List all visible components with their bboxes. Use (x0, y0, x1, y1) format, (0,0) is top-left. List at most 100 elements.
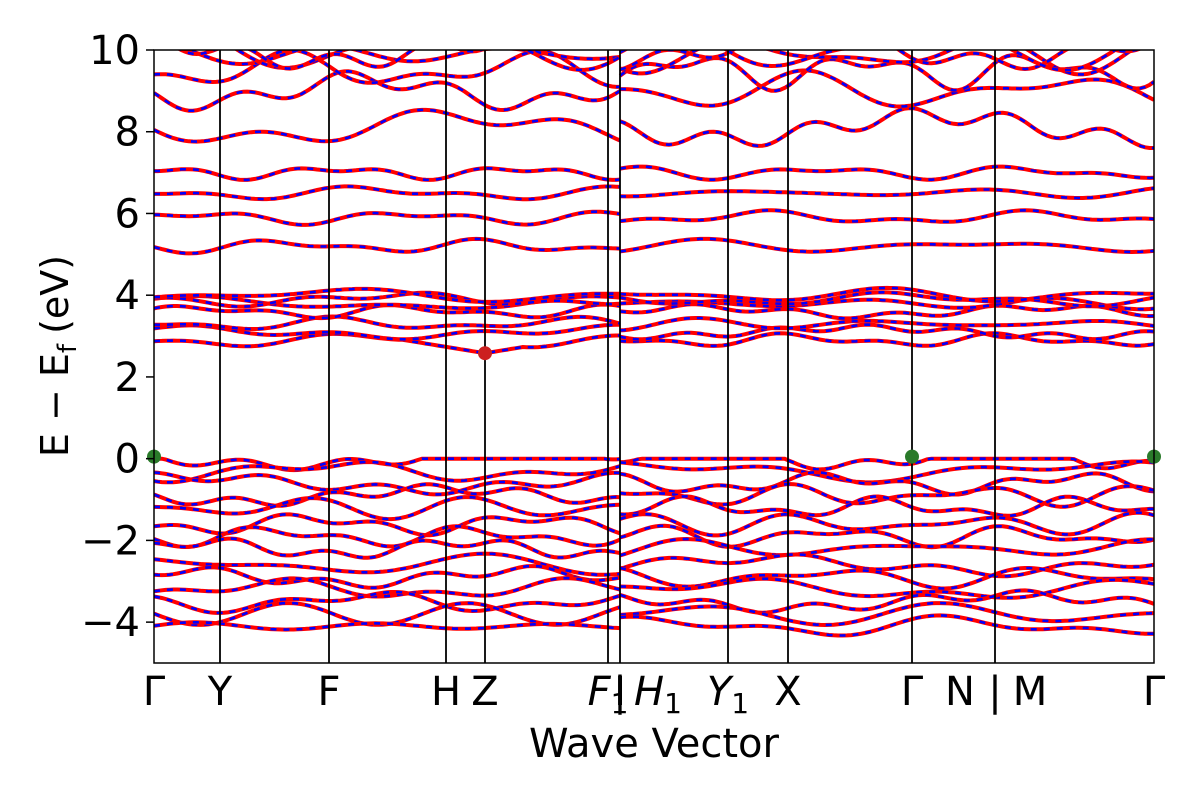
band-line (619, 286, 1154, 303)
x-tick-label: Z (471, 669, 498, 715)
band-line (154, 495, 621, 521)
band-line (619, 302, 1154, 321)
x-tick-label: H (431, 669, 461, 715)
x-tick-label: | (988, 669, 1001, 715)
band-line (619, 164, 1154, 182)
x-tick-label: M (1013, 669, 1048, 715)
band-line (619, 237, 1154, 254)
band-line (619, 601, 1154, 628)
y-axis-title-unit: (eV) (33, 255, 77, 334)
band-line (154, 471, 621, 496)
y-tick-label: 10 (89, 28, 140, 74)
band-line (154, 564, 621, 590)
x-tick-label: I (614, 669, 626, 715)
band-line (154, 184, 621, 202)
band-line (154, 576, 621, 598)
band-line (154, 552, 621, 577)
band-line (619, 552, 1154, 579)
band-line (619, 186, 1154, 200)
band-line (619, 322, 1154, 342)
y-axis-title: E − Ef (eV) (33, 255, 83, 457)
band-line (154, 291, 621, 308)
x-tick-label: Y1 (707, 669, 749, 720)
band-line (619, 316, 1154, 332)
y-axis-title-main: E − E (33, 353, 77, 457)
band-line (619, 290, 1154, 308)
x-tick-label-main: H (634, 669, 664, 715)
x-tick-label-main: F (588, 669, 612, 715)
band-line (154, 537, 621, 559)
x-tick-label: X (774, 669, 801, 715)
band-line (620, 68, 1154, 109)
band-line (154, 621, 621, 631)
band-line (154, 237, 621, 255)
x-tick-label: N (945, 669, 975, 715)
x-tick-label-sub: 1 (664, 687, 682, 720)
y-tick-label: −2 (81, 518, 140, 564)
band-line (154, 210, 621, 227)
x-axis-title: Wave Vector (529, 721, 780, 767)
high-symmetry-lines (219, 50, 996, 663)
x-tick-label: F (317, 669, 340, 715)
band-line (154, 107, 621, 144)
band-line (619, 456, 1154, 472)
band-line (154, 69, 622, 113)
band-line (619, 106, 1154, 150)
band-line (619, 588, 1154, 615)
band-line (154, 50, 620, 89)
x-tick-label: Γ (901, 669, 924, 715)
band-line (619, 296, 1154, 311)
band-line (154, 315, 621, 331)
band-line (154, 460, 621, 484)
band-line (154, 590, 621, 615)
band-line (619, 106, 1154, 150)
band-line (619, 331, 1154, 348)
band-line (154, 323, 620, 341)
band-line (185, 50, 621, 66)
x-tick-label-main: Y (707, 669, 735, 715)
x-tick-label: | (613, 669, 626, 715)
x-tick-label: Γ (1143, 669, 1166, 715)
band-line (619, 50, 1141, 71)
band-line (619, 470, 1154, 497)
y-tick-label: 0 (115, 437, 140, 483)
y-tick-label: 2 (115, 355, 140, 401)
y-axis-title-sub: f (53, 343, 83, 353)
y-tick-label: −4 (81, 600, 140, 646)
band-line (619, 208, 1154, 224)
band-line (154, 108, 621, 143)
band-line (154, 601, 621, 627)
extrema-markers (147, 346, 1161, 464)
band-lines (154, 50, 1154, 638)
cbm-marker (478, 346, 492, 361)
band-line (619, 460, 1154, 484)
band-line (619, 576, 1154, 600)
band-line (154, 185, 621, 201)
x-tick-label: F1 (588, 669, 629, 720)
vbm-marker (905, 449, 919, 464)
band-line (154, 286, 620, 304)
y-tick-label: 4 (115, 273, 140, 319)
band-line (619, 495, 1154, 518)
band-line (235, 50, 621, 72)
band-line (619, 613, 1154, 638)
y-tick-label: 8 (115, 110, 140, 156)
band-line (619, 459, 1154, 485)
x-axis-ticks: Γ Y F H Z F1I| H1 Y1 X Γ N | M Γ (143, 669, 1166, 720)
x-tick-label: H1 (634, 669, 682, 720)
band-line (154, 470, 621, 497)
band-line (154, 483, 621, 508)
x-tick-label-sub: 1 (611, 687, 629, 720)
band-line (619, 511, 1154, 537)
band-line (619, 537, 1154, 557)
band-line (178, 50, 485, 70)
plot-frame (153, 49, 1155, 664)
band-line (154, 167, 621, 182)
band-line (619, 50, 1118, 72)
band-line (154, 69, 621, 112)
x-tick-label: Y (207, 669, 233, 715)
band-line (619, 470, 1154, 496)
x-tick-label-sub: 1 (731, 687, 749, 720)
y-tick-label: 6 (115, 191, 140, 237)
